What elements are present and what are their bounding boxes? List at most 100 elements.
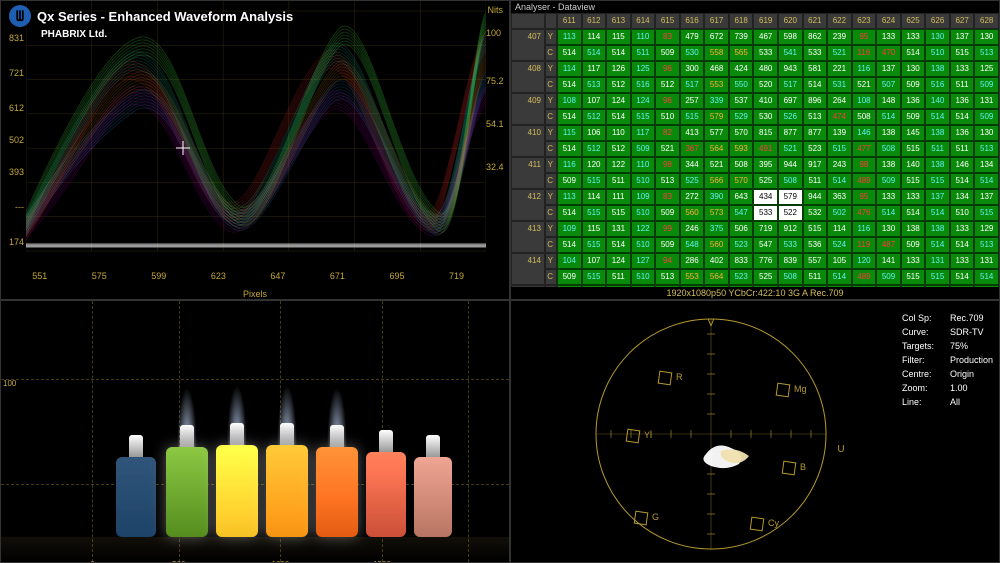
data-cell[interactable]: 120 — [582, 157, 607, 173]
data-cell[interactable]: 509 — [974, 77, 999, 93]
data-cell[interactable]: 564 — [704, 141, 729, 157]
data-cell[interactable]: 131 — [974, 93, 999, 109]
data-cell[interactable]: 479 — [680, 29, 705, 45]
data-cell[interactable]: 510 — [631, 269, 656, 285]
data-cell[interactable]: 553 — [680, 269, 705, 285]
data-cell[interactable]: 510 — [631, 173, 656, 189]
data-cell[interactable]: 511 — [803, 269, 828, 285]
data-cell[interactable]: 515 — [680, 109, 705, 125]
data-cell[interactable]: 115 — [606, 29, 631, 45]
data-cell[interactable]: 489 — [852, 173, 877, 189]
data-cell[interactable]: 553 — [704, 77, 729, 93]
data-cell[interactable]: 133 — [876, 29, 901, 45]
data-cell[interactable]: 489 — [852, 269, 877, 285]
data-cell[interactable]: 94 — [655, 253, 680, 269]
data-cell[interactable]: 116 — [852, 221, 877, 237]
data-cell[interactable]: 115 — [557, 125, 582, 141]
data-cell[interactable]: 514 — [557, 109, 582, 125]
data-cell[interactable]: 510 — [655, 109, 680, 125]
data-cell[interactable]: 719 — [753, 221, 778, 237]
data-cell[interactable]: 83 — [655, 189, 680, 205]
data-cell[interactable]: 104 — [557, 253, 582, 269]
data-cell[interactable]: 515 — [901, 269, 926, 285]
data-cell[interactable]: 593 — [729, 141, 754, 157]
data-cell[interactable]: 114 — [827, 221, 852, 237]
data-cell[interactable]: 140 — [901, 157, 926, 173]
data-cell[interactable]: 512 — [655, 77, 680, 93]
data-cell[interactable]: 515 — [901, 141, 926, 157]
data-cell[interactable]: 944 — [803, 189, 828, 205]
data-cell[interactable]: 513 — [655, 269, 680, 285]
data-cell[interactable]: 514 — [557, 141, 582, 157]
data-cell[interactable]: 139 — [827, 125, 852, 141]
data-cell[interactable]: 107 — [582, 93, 607, 109]
data-cell[interactable]: 579 — [778, 189, 803, 205]
data-cell[interactable]: 862 — [803, 29, 828, 45]
data-cell[interactable]: 573 — [704, 205, 729, 221]
data-cell[interactable]: 509 — [876, 173, 901, 189]
data-cell[interactable]: 96 — [655, 61, 680, 77]
data-cell[interactable]: 511 — [631, 45, 656, 61]
data-cell[interactable]: 110 — [631, 29, 656, 45]
data-cell[interactable]: 514 — [925, 205, 950, 221]
data-cell[interactable]: 502 — [827, 205, 852, 221]
data-cell[interactable]: 514 — [827, 173, 852, 189]
data-cell[interactable]: 513 — [974, 141, 999, 157]
data-cell[interactable]: 598 — [778, 29, 803, 45]
data-cell[interactable]: 531 — [827, 77, 852, 93]
data-cell[interactable]: 509 — [631, 141, 656, 157]
data-cell[interactable]: 113 — [557, 189, 582, 205]
data-cell[interactable]: 523 — [729, 237, 754, 253]
data-cell[interactable]: 517 — [778, 77, 803, 93]
data-cell[interactable]: 363 — [827, 189, 852, 205]
data-cell[interactable]: 508 — [852, 109, 877, 125]
data-cell[interactable]: 521 — [827, 45, 852, 61]
data-cell[interactable]: 114 — [557, 61, 582, 77]
data-cell[interactable]: 257 — [680, 93, 705, 109]
data-cell[interactable]: 514 — [876, 109, 901, 125]
data-cell[interactable]: 474 — [827, 109, 852, 125]
data-cell[interactable]: 532 — [803, 205, 828, 221]
data-cell[interactable]: 525 — [680, 173, 705, 189]
data-cell[interactable]: 521 — [655, 141, 680, 157]
data-cell[interactable]: 515 — [582, 269, 607, 285]
data-cell[interactable]: 896 — [803, 93, 828, 109]
data-cell[interactable]: 509 — [901, 237, 926, 253]
data-cell[interactable]: 133 — [901, 189, 926, 205]
data-cell[interactable]: 125 — [631, 61, 656, 77]
data-cell[interactable]: 487 — [876, 237, 901, 253]
data-cell[interactable]: 138 — [876, 125, 901, 141]
data-cell[interactable]: 300 — [680, 61, 705, 77]
data-cell[interactable]: 116 — [852, 45, 877, 61]
data-cell[interactable]: 221 — [827, 61, 852, 77]
data-cell[interactable]: 140 — [925, 93, 950, 109]
data-cell[interactable]: 136 — [950, 125, 975, 141]
data-cell[interactable]: 126 — [606, 61, 631, 77]
data-cell[interactable]: 137 — [974, 189, 999, 205]
cursor-crosshair-icon[interactable] — [176, 141, 190, 155]
data-cell[interactable]: 131 — [974, 253, 999, 269]
data-cell[interactable]: 114 — [582, 189, 607, 205]
data-cell[interactable]: 917 — [803, 157, 828, 173]
data-cell[interactable]: 131 — [606, 221, 631, 237]
data-cell[interactable]: 146 — [852, 125, 877, 141]
data-cell[interactable]: 138 — [925, 221, 950, 237]
data-cell[interactable]: 105 — [827, 253, 852, 269]
data-cell[interactable]: 508 — [876, 141, 901, 157]
data-cell[interactable]: 122 — [606, 157, 631, 173]
data-cell[interactable]: 468 — [704, 61, 729, 77]
data-cell[interactable]: 375 — [704, 221, 729, 237]
data-cell[interactable]: 514 — [901, 45, 926, 61]
data-cell[interactable]: 137 — [876, 61, 901, 77]
data-cell[interactable]: 513 — [974, 45, 999, 61]
data-cell[interactable]: 515 — [925, 173, 950, 189]
data-cell[interactable]: 515 — [582, 205, 607, 221]
data-cell[interactable]: 877 — [778, 125, 803, 141]
data-cell[interactable]: 133 — [950, 253, 975, 269]
data-cell[interactable]: 510 — [950, 205, 975, 221]
data-cell[interactable]: 110 — [606, 125, 631, 141]
data-cell[interactable]: 672 — [704, 29, 729, 45]
data-cell[interactable]: 510 — [925, 45, 950, 61]
data-cell[interactable]: 470 — [876, 45, 901, 61]
data-cell[interactable]: 516 — [631, 77, 656, 93]
